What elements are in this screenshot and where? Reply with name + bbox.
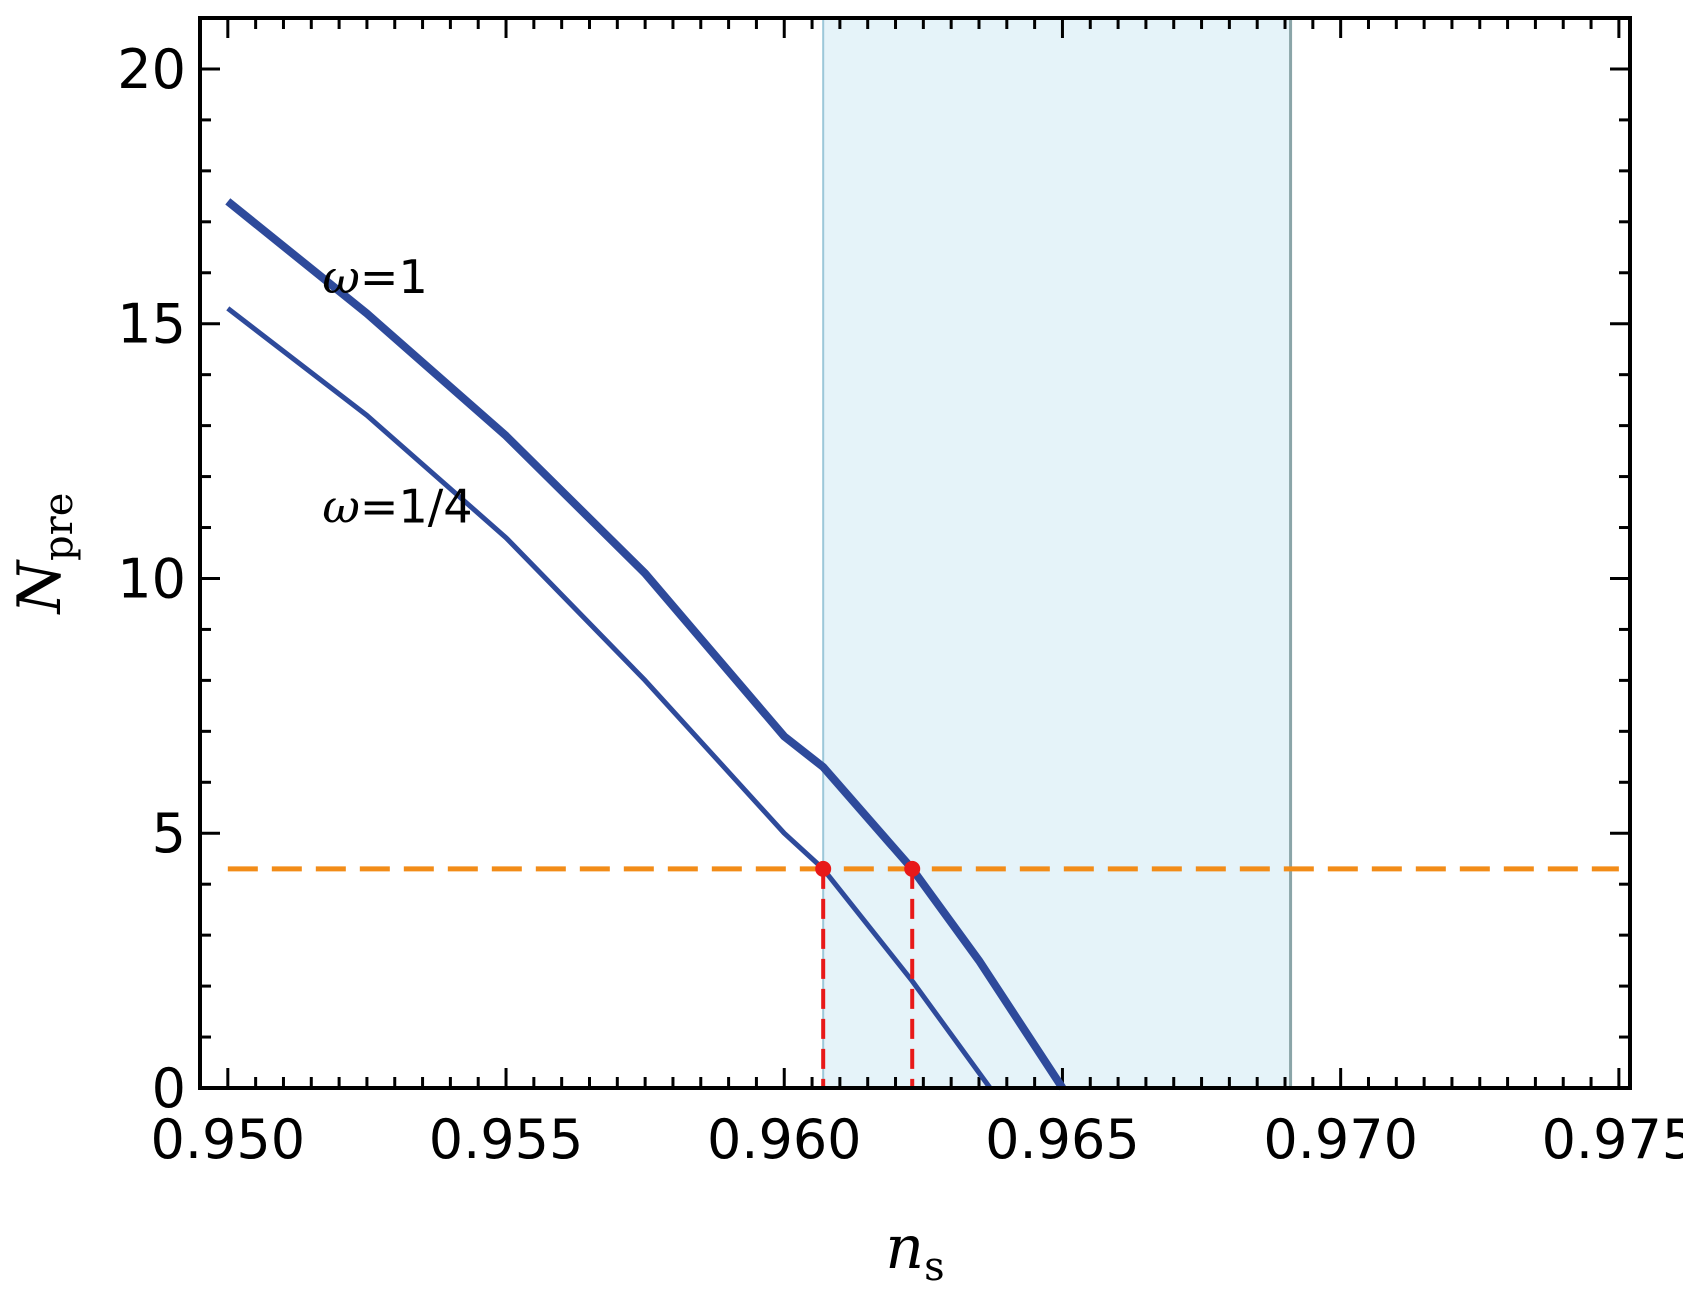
- y-tick-label: 20: [117, 38, 186, 101]
- annotation-omega-quarter: ω=1/4: [322, 479, 472, 533]
- shaded-band: [823, 18, 1291, 1088]
- y-tick-label: 10: [117, 547, 186, 610]
- y-axis-label: Npre: [5, 493, 82, 616]
- x-tick-label: 0.970: [1263, 1108, 1418, 1171]
- y-tick-label: 15: [117, 293, 186, 356]
- x-axis-label: ns: [885, 1213, 944, 1290]
- x-tick-label: 0.955: [429, 1108, 584, 1171]
- intersection-point: [904, 860, 921, 877]
- x-tick-label: 0.960: [707, 1108, 862, 1171]
- x-tick-label: 0.975: [1542, 1108, 1683, 1171]
- series-line-omega-quarter: [226, 306, 993, 1090]
- series-line-omega-1: [225, 198, 1066, 1091]
- intersection-point: [815, 860, 832, 877]
- y-tick-label: 5: [152, 802, 186, 865]
- annotation-omega-1: ω=1: [322, 250, 427, 304]
- plot-frame: [198, 16, 1632, 1090]
- x-tick-label: 0.950: [151, 1108, 306, 1171]
- x-tick-label: 0.965: [985, 1108, 1140, 1171]
- tick-labels: 0.950 0.955 0.960 0.965 0.970 0.975 0 5 10 15 20: [117, 38, 1683, 1171]
- y-tick-label: 0: [152, 1057, 186, 1120]
